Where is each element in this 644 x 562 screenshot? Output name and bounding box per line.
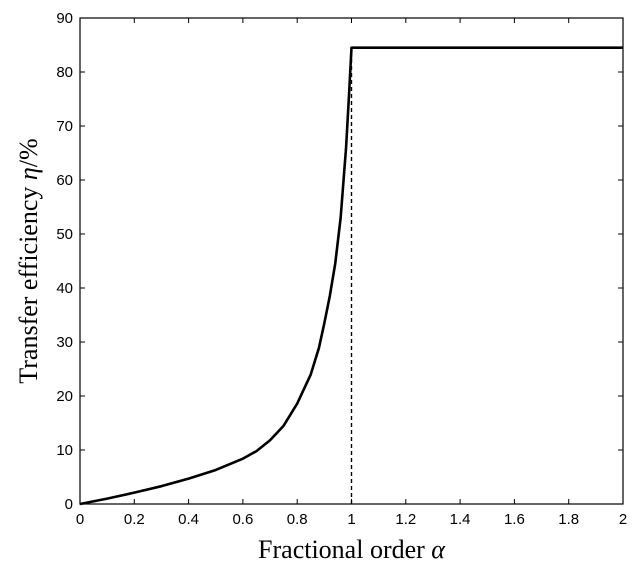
y-axis-title: Transfer efficiency η/% (14, 138, 43, 383)
y-tick-label: 60 (56, 172, 73, 189)
y-tick-label: 70 (56, 118, 73, 135)
x-tick-label: 0.6 (232, 511, 253, 528)
y-tick-label: 80 (56, 64, 73, 81)
x-tick-label: 0.2 (124, 511, 145, 528)
x-tick-label: 1.8 (558, 511, 579, 528)
series-line-efficiency (79, 46, 623, 506)
x-axis-title-text: Fractional order (258, 535, 431, 562)
x-tick-label: 0.4 (178, 511, 199, 528)
y-tick-label: 90 (56, 10, 73, 27)
x-axis-title-symbol: α (431, 535, 446, 562)
x-tick-label: 1 (347, 511, 355, 528)
x-tick-label: 1.4 (450, 511, 471, 528)
x-tick-label: 1.2 (395, 511, 416, 528)
x-axis-title: Fractional order α (258, 535, 446, 562)
plot-frame (79, 17, 624, 505)
y-tick-label: 50 (56, 226, 73, 243)
x-axis-ticks: 0 0.2 0.4 0.6 0.8 1 1.2 1.4 1.6 1.8 2 (76, 18, 627, 528)
x-tick-label: 0.8 (287, 511, 308, 528)
y-axis-ticks: 0 10 20 30 40 50 60 70 80 90 (56, 10, 623, 513)
y-tick-label: 0 (65, 496, 73, 513)
y-tick-label: 10 (56, 442, 73, 459)
y-axis-title-unit: /% (14, 138, 43, 167)
x-tick-label: 1.6 (504, 511, 525, 528)
y-tick-label: 20 (56, 388, 73, 405)
y-axis-title-symbol: η (14, 167, 43, 180)
y-axis-title-text: Transfer efficiency (14, 180, 43, 384)
series-layer (79, 46, 623, 506)
x-tick-label: 0 (76, 511, 84, 528)
y-tick-label: 40 (56, 280, 73, 297)
x-tick-label: 2 (619, 511, 627, 528)
y-tick-label: 30 (56, 334, 73, 351)
